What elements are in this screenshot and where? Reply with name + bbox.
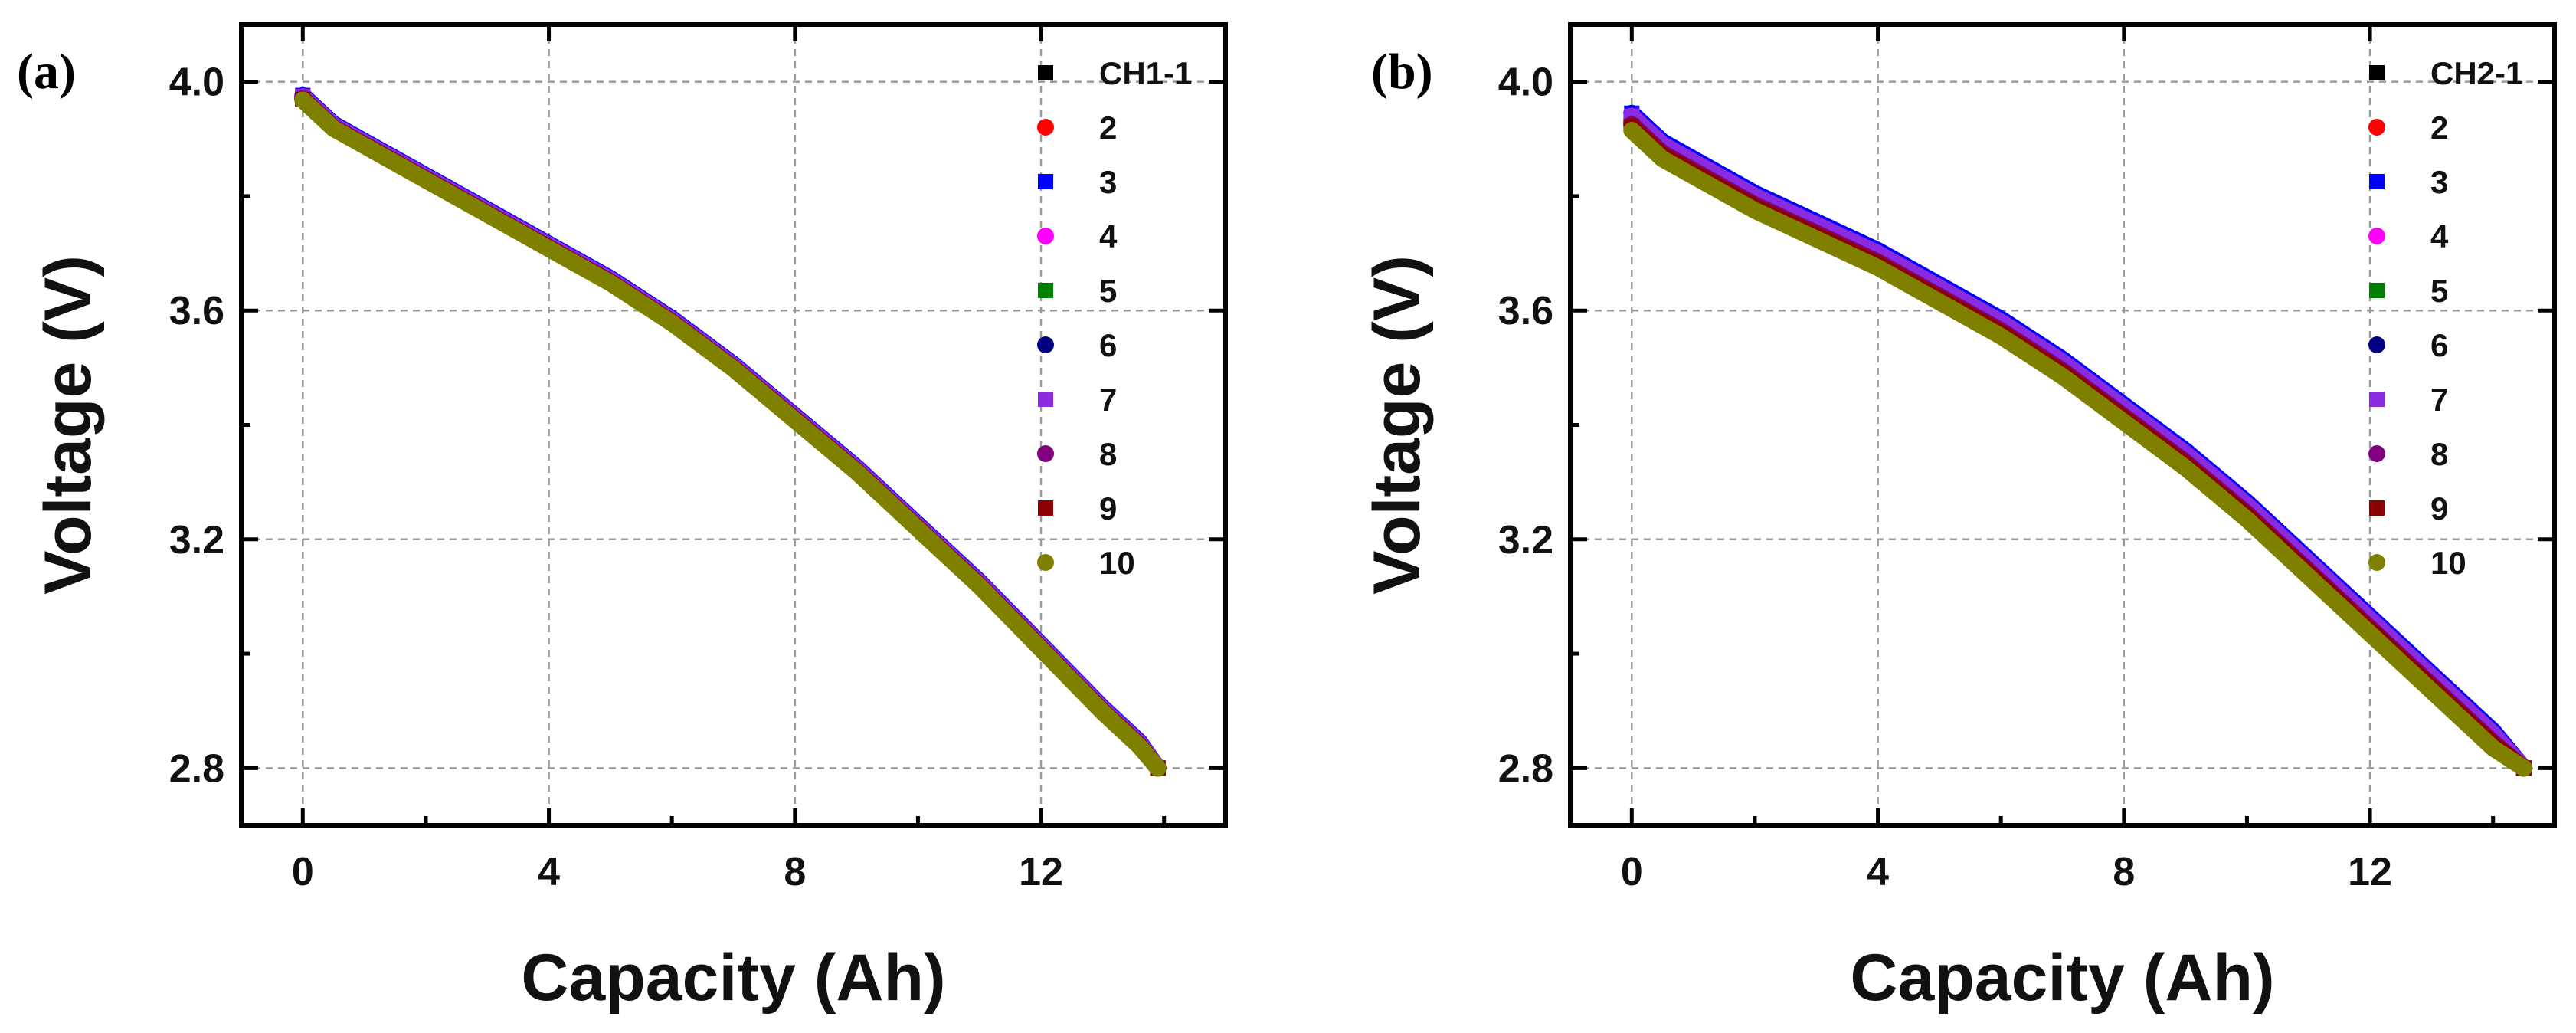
panel-label: (b) [1371,44,1433,100]
legend-marker [2368,119,2385,136]
x-tick-label: 8 [2113,850,2135,894]
legend-label: 2 [2430,110,2448,146]
legend-marker [2369,65,2385,80]
series-line-10 [1623,122,2532,777]
legend-label: 8 [1099,436,1117,472]
legend-label: 9 [1099,490,1117,526]
legend-label: 10 [2430,545,2466,581]
legend-marker [1037,228,1054,244]
legend-marker [2369,174,2385,189]
y-tick-label: 3.6 [169,289,224,333]
legend-marker [1038,283,1053,298]
x-tick-label: 0 [1621,850,1643,894]
legend-label: 7 [1099,382,1117,418]
x-tick-label: 12 [2348,850,2392,894]
plot-frame [239,22,1228,828]
legend: CH1-1 2 3 4 5 6 7 8 9 10 [1037,55,1192,581]
legend-marker [1037,336,1054,353]
panel-a: 0 4 8 12 2.8 3.2 3.6 4.0 Capacity (Ah) Voltage (V… [17,22,1228,1015]
legend-label: 5 [2430,273,2448,309]
legend-label: 10 [1099,545,1135,581]
series-marker [1623,122,1641,139]
legend-marker [1037,445,1054,462]
y-tick-label: 3.2 [1498,518,1553,562]
legend-label: CH2-1 [2430,55,2523,91]
legend-marker [1038,392,1053,407]
series-marker [2515,759,2532,777]
series-line-2 [294,87,1167,777]
legend-label: 5 [1099,273,1117,309]
legend-label: 6 [2430,327,2448,363]
x-tick-label: 0 [292,850,314,894]
y-tick-label: 3.2 [169,518,224,562]
legend-label: 4 [1099,218,1118,254]
y-axis-title: Voltage (V) [1360,255,1434,595]
panel-label: (a) [17,44,76,100]
legend-marker [1037,554,1054,571]
legend-marker [1038,500,1053,516]
legend-marker [2368,445,2385,462]
legend-label: 3 [1099,164,1117,200]
legend-marker [1038,174,1053,189]
x-tick-label: 12 [1019,850,1063,894]
series-line-8 [294,90,1167,777]
legend-marker [2368,554,2385,571]
series-line-4 [294,88,1167,777]
x-axis-title: Capacity (Ah) [521,941,945,1015]
legend-marker [2369,283,2385,298]
series-line-3 [294,87,1167,777]
legend-label: 8 [2430,436,2448,472]
legend-label: 6 [1099,327,1117,363]
plot-area [294,87,1167,777]
legend-label: 4 [2430,218,2449,254]
x-tick-label: 4 [1867,850,1889,894]
series-line-CH1-1 [294,90,1167,777]
y-axis-title: Voltage (V) [31,255,105,595]
series-line-5 [294,89,1167,777]
legend-marker [2369,500,2385,516]
plot-area [1623,104,2532,777]
series-line-10 [294,91,1167,777]
plot-frame [1568,22,2557,828]
series-line-7 [294,88,1167,777]
y-tick-label: 3.6 [1498,289,1553,333]
legend-marker [2369,392,2385,407]
series-line-9 [294,90,1167,777]
legend-label: 7 [2430,382,2448,418]
y-tick-label: 2.8 [169,746,224,791]
panel-b: 0 4 8 12 2.8 3.2 3.6 4.0 Capacity (Ah) Voltage (V… [1360,22,2557,1015]
legend-marker [1037,119,1054,136]
x-axis-title: Capacity (Ah) [1850,941,2274,1015]
legend: CH2-1 2 3 4 5 6 7 8 9 10 [2368,55,2523,581]
legend-label: 2 [1099,110,1117,146]
series-marker [294,91,312,109]
y-tick-label: 4.0 [169,61,224,105]
series-line-6 [294,90,1167,777]
y-tick-label: 2.8 [1498,746,1553,791]
legend-marker [1038,65,1053,80]
legend-label: CH1-1 [1099,55,1192,91]
x-tick-label: 4 [538,850,560,894]
legend-marker [2368,228,2385,244]
x-tick-label: 8 [784,850,806,894]
legend-label: 9 [2430,490,2448,526]
legend-marker [2368,336,2385,353]
legend-label: 3 [2430,164,2448,200]
y-tick-label: 4.0 [1498,61,1553,105]
series-marker [1149,759,1167,777]
